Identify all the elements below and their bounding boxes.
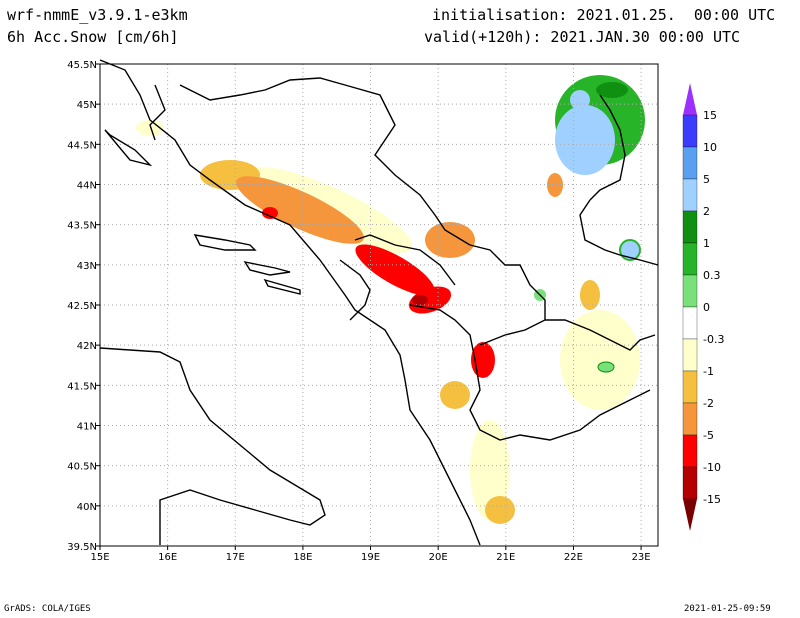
snow-patch: [425, 222, 475, 258]
lat-tick-label: 42.5N: [67, 301, 97, 312]
lat-tick-label: 43.5N: [67, 221, 97, 232]
lat-tick-label: 41N: [77, 422, 97, 433]
lon-tick-label: 22E: [564, 552, 583, 563]
grid: [100, 64, 658, 546]
colorbar-swatch: [682, 178, 698, 212]
colorbar-swatch: [682, 242, 698, 276]
colorbar-label: 5: [703, 173, 710, 186]
lat-tick-label: 43N: [77, 261, 97, 272]
init-time: initialisation: 2021.01.25. 00:00 UTC: [432, 6, 776, 24]
colorbar-label: -15: [703, 493, 721, 506]
footer-timestamp: 2021-01-25-09:59: [684, 604, 771, 614]
lon-tick-label: 20E: [429, 552, 448, 563]
lat-tick-label: 45N: [77, 100, 97, 111]
coastline-and-borders: [99, 59, 659, 546]
lon-tick-label: 19E: [361, 552, 380, 563]
snow-patch: [470, 420, 510, 520]
colorbar-swatch: [682, 274, 698, 308]
lat-tick-label: 41.5N: [67, 381, 97, 392]
colorbar-label: -5: [703, 429, 714, 442]
field-title: 6h Acc.Snow [cm/6h]: [7, 28, 179, 46]
colorbar-label: 0: [703, 301, 710, 314]
lat-tick-label: 39.5N: [67, 542, 97, 553]
lat-tick-label: 42N: [77, 341, 97, 352]
colorbar-swatch: [682, 434, 698, 468]
colorbar-label: -0.3: [703, 333, 724, 346]
colorbar-swatch: [682, 306, 698, 340]
snow-patch: [597, 361, 615, 373]
lat-tick-label: 44.5N: [67, 140, 97, 151]
colorbar-label: -10: [703, 461, 721, 474]
lat-tick-label: 40.5N: [67, 462, 97, 473]
snow-patch: [412, 295, 428, 305]
valid-time: valid(+120h): 2021.JAN.30 00:00 UTC: [424, 28, 741, 46]
colorbar-label: -2: [703, 397, 714, 410]
colorbar-arrow-bottom: [683, 499, 697, 531]
snow-patch: [440, 381, 470, 409]
snow-field: [136, 75, 645, 524]
snow-patch: [555, 105, 615, 175]
colorbar-swatch: [682, 370, 698, 404]
colorbar-swatch: [682, 210, 698, 244]
snow-patch: [560, 310, 640, 410]
snow-patch: [236, 176, 364, 244]
lat-axis: 45.5N 45N 44.5N 44N 43.5N 43N 42.5N 42N 41.5N 41N…: [67, 60, 100, 553]
snow-patch: [580, 280, 600, 310]
colorbar-label: 0.3: [703, 269, 721, 282]
colorbar-swatch: [682, 114, 698, 148]
snow-patch: [262, 207, 278, 219]
snow-patch: [547, 173, 563, 197]
snow-patch: [596, 82, 628, 98]
lon-tick-label: 23E: [632, 552, 651, 563]
model-title: wrf-nmmE_v3.9.1-e3km: [7, 6, 188, 24]
colorbar-label: -1: [703, 365, 714, 378]
lon-tick-label: 21E: [496, 552, 515, 563]
colorbar-label: 1: [703, 237, 710, 250]
colorbar-label: 2: [703, 205, 710, 218]
colorbar-swatch: [682, 402, 698, 436]
snow-patch: [136, 120, 164, 136]
lon-tick-label: 16E: [158, 552, 177, 563]
colorbar-arrow-top: [683, 83, 697, 115]
snow-patch: [355, 244, 435, 296]
snow-patch: [485, 496, 515, 524]
snow-patch: [570, 90, 590, 110]
lon-tick-label: 17E: [226, 552, 245, 563]
colorbar-swatch: [682, 338, 698, 372]
colorbar-label: 15: [703, 109, 717, 122]
lat-tick-label: 45.5N: [67, 60, 97, 71]
colorbar-label: 10: [703, 141, 717, 154]
snow-patch: [619, 239, 641, 261]
lon-tick-label: 15E: [90, 552, 109, 563]
colorbar-swatch: [682, 466, 698, 500]
lat-tick-label: 44N: [77, 181, 97, 192]
footer-software: GrADS: COLA/IGES: [4, 604, 91, 614]
lon-tick-label: 18E: [293, 552, 312, 563]
colorbar-swatch: [682, 146, 698, 180]
colorbar: 15 10 5 2 1 0.3 0 -0.3 -1 -2 -5 -10 -15: [682, 83, 724, 531]
lon-axis: 15E 16E 17E 18E 19E 20E 21E 22E 23E: [90, 546, 651, 563]
lat-tick-label: 40N: [77, 502, 97, 513]
